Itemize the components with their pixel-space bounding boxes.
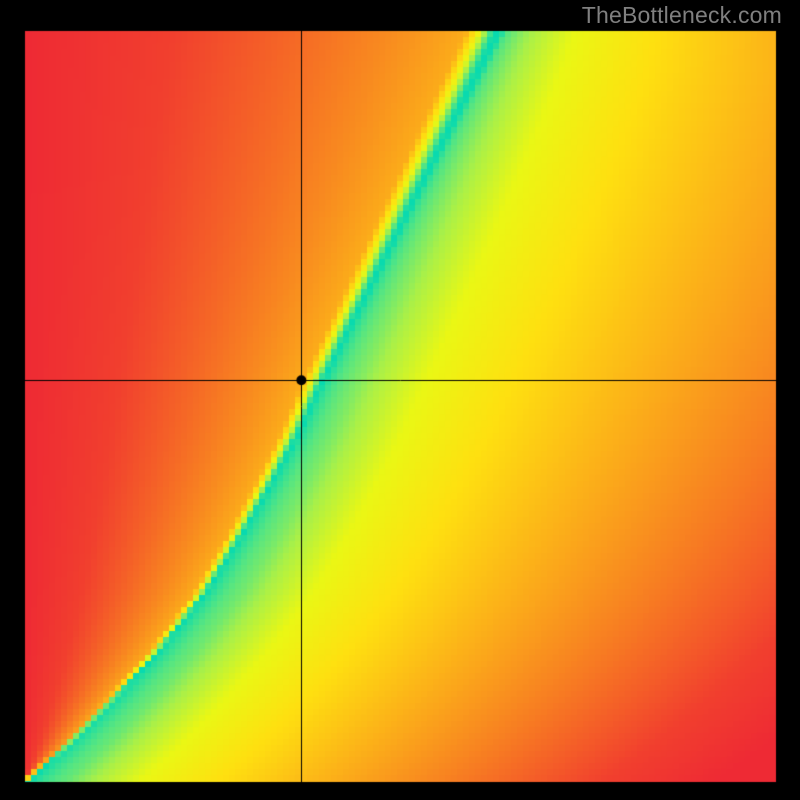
heatmap-canvas (0, 0, 800, 800)
watermark-text: TheBottleneck.com (582, 2, 782, 29)
chart-container: TheBottleneck.com (0, 0, 800, 800)
